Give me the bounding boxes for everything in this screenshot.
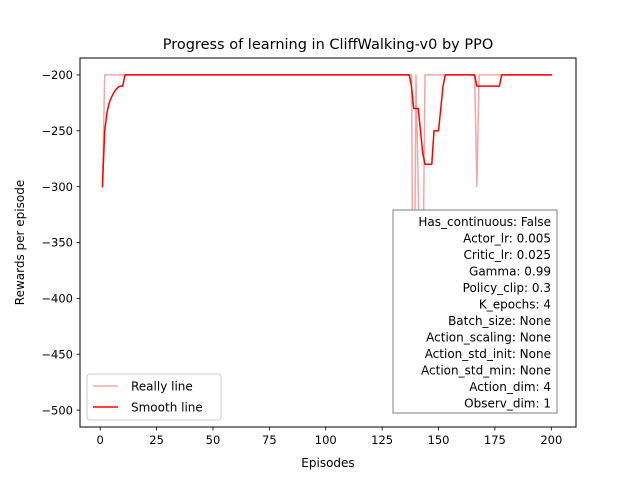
legend-label: Smooth line	[131, 401, 203, 415]
x-tick-label: 50	[206, 433, 221, 447]
y-axis: −500 −450 −400 −350 −300 −250 −200	[41, 68, 80, 417]
textbox-line: Observ_dim: 1	[464, 397, 551, 411]
x-tick-label: 75	[262, 433, 277, 447]
textbox-line: Action_std_min: None	[421, 364, 551, 378]
x-tick-label: 100	[315, 433, 337, 447]
y-tick-label: −400	[41, 292, 73, 306]
x-tick-label: 175	[484, 433, 506, 447]
y-tick-label: −200	[41, 68, 73, 82]
hyperparameter-box: Has_continuous: False Actor_lr: 0.005 Crit…	[392, 209, 558, 414]
y-tick-label: −500	[41, 403, 73, 417]
x-tick-label: 200	[540, 433, 562, 447]
y-tick-label: −250	[41, 124, 73, 138]
textbox-line: K_epochs: 4	[479, 298, 551, 312]
textbox-line: Action_scaling: None	[426, 331, 551, 345]
x-tick-label: 25	[149, 433, 164, 447]
legend: Really line Smooth line	[86, 373, 222, 421]
textbox-line: Critic_lr: 0.025	[463, 248, 551, 262]
x-tick-label: 150	[428, 433, 450, 447]
y-tick-label: −350	[41, 236, 73, 250]
x-axis-label: Episodes	[301, 456, 354, 470]
y-tick-label: −450	[41, 347, 73, 361]
textbox-line: Action_dim: 4	[469, 380, 551, 394]
textbox-frame	[392, 209, 558, 414]
textbox-line: Action_std_init: None	[425, 347, 551, 361]
textbox-line: Batch_size: None	[448, 314, 551, 328]
y-axis-label: Rewards per episode	[13, 180, 27, 305]
legend-label: Really line	[131, 380, 193, 394]
x-tick-label: 0	[97, 433, 104, 447]
legend-frame	[86, 373, 222, 421]
smooth-line-series	[101, 74, 553, 188]
y-tick-label: −300	[41, 180, 73, 194]
chart-title: Progress of learning in CliffWalking-v0 …	[163, 37, 494, 53]
textbox-line: Has_continuous: False	[418, 215, 551, 229]
textbox-line: Gamma: 0.99	[469, 265, 551, 279]
textbox-line: Actor_lr: 0.005	[463, 232, 551, 246]
x-axis: 0 25 50 75 100 125 150 175 200	[97, 427, 562, 447]
x-tick-label: 125	[371, 433, 393, 447]
textbox-line: Policy_clip: 0.3	[463, 281, 551, 295]
